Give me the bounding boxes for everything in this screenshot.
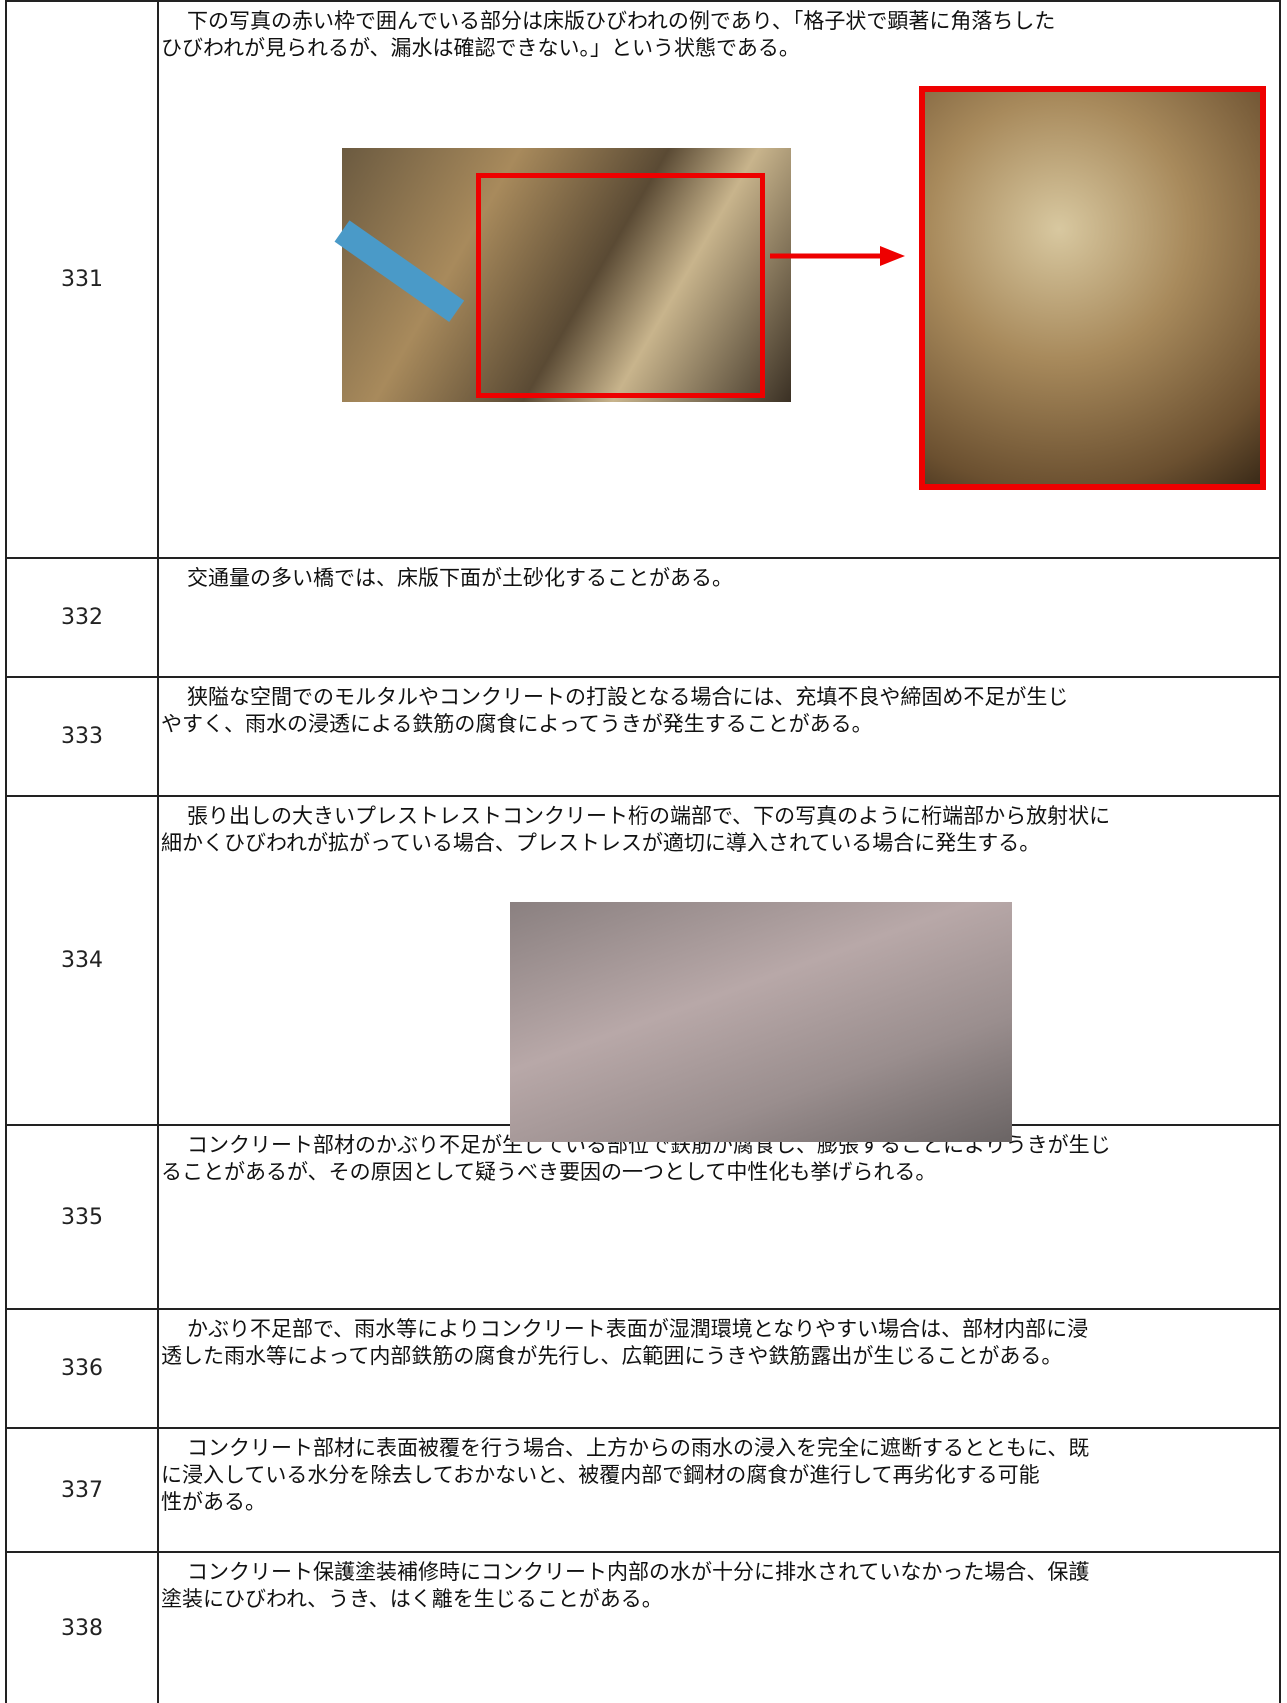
question-text: 交通量の多い橋では、床版下面が土砂化することがある。 <box>161 565 1275 592</box>
question-number: 338 <box>7 1553 159 1703</box>
text-line: 張り出しの大きいプレストレストコンクリート桁の端部で、下の写真のように桁端部から… <box>187 804 1111 828</box>
question-number: 332 <box>7 559 159 676</box>
text-line: やすく、雨水の浸透による鉄筋の腐食によってうきが発生することがある。 <box>161 712 873 736</box>
arrow <box>770 246 905 266</box>
question-text: 張り出しの大きいプレストレストコンクリート桁の端部で、下の写真のように桁端部から… <box>161 803 1275 857</box>
photo-zoomed <box>919 86 1266 490</box>
question-number: 334 <box>7 797 159 1124</box>
table-row: 331 下の写真の赤い枠で囲んでいる部分は床版ひびわれの例であり、「格子状で顕著に… <box>5 0 1281 557</box>
text-line: 下の写真の赤い枠で囲んでいる部分は床版ひびわれの例であり、「格子状で顕著に角落ち… <box>187 9 1056 33</box>
text-line: 狭隘な空間でのモルタルやコンクリートの打設となる場合には、充填不良や締固め不足が… <box>187 685 1069 709</box>
question-number: 331 <box>7 2 159 557</box>
table-row: 332 交通量の多い橋では、床版下面が土砂化することがある。 <box>5 557 1281 676</box>
table-row: 338 コンクリート保護塗装補修時にコンクリート内部の水が十分に排水されていなかっ… <box>5 1551 1281 1703</box>
question-number: 335 <box>7 1126 159 1308</box>
question-text: 下の写真の赤い枠で囲んでいる部分は床版ひびわれの例であり、「格子状で顕著に角落ち… <box>161 8 1275 62</box>
table-row: 333 狭隘な空間でのモルタルやコンクリートの打設となる場合には、充填不良や締固め… <box>5 676 1281 795</box>
text-line: 塗装にひびわれ、うき、はく離を生じることがある。 <box>161 1587 663 1611</box>
question-number: 337 <box>7 1429 159 1551</box>
text-line: 性がある。 <box>161 1490 266 1514</box>
text-line: コンクリート保護塗装補修時にコンクリート内部の水が十分に排水されていなかった場合… <box>187 1560 1090 1584</box>
text-line: かぶり不足部で、雨水等によりコンクリート表面が湿潤環境となりやすい場合は、部材内… <box>187 1317 1089 1341</box>
question-number: 336 <box>7 1310 159 1427</box>
table-row: 335 コンクリート部材のかぶり不足が生じている部位で鉄筋が腐食し、膨張することに… <box>5 1124 1281 1308</box>
text-line: ることがあるが、その原因として疑うべき要因の一つとして中性化も挙げられる。 <box>161 1160 937 1184</box>
text-line: コンクリート部材に表面被覆を行う場合、上方からの雨水の浸入を完全に遮断するととも… <box>187 1436 1090 1460</box>
text-line: ひびわれが見られるが、漏水は確認できない。」という状態である。 <box>161 36 800 60</box>
text-line: 細かくひびわれが拡がっている場合、プレストレスが適切に導入されている場合に発生す… <box>161 831 1041 855</box>
red-frame <box>476 173 765 398</box>
question-text: かぶり不足部で、雨水等によりコンクリート表面が湿潤環境となりやすい場合は、部材内… <box>161 1316 1275 1370</box>
photo-pc-girder <box>510 902 1012 1142</box>
text-line: に浸入している水分を除去しておかないと、被覆内部で鋼材の腐食が進行して再劣化する… <box>161 1463 1040 1487</box>
question-text: コンクリート保護塗装補修時にコンクリート内部の水が十分に排水されていなかった場合… <box>161 1559 1275 1613</box>
question-text: コンクリート部材に表面被覆を行う場合、上方からの雨水の浸入を完全に遮断するととも… <box>161 1435 1275 1516</box>
text-line: 透した雨水等によって内部鉄筋の腐食が先行し、広範囲にうきや鉄筋露出が生じることが… <box>161 1344 1063 1368</box>
table-row: 337 コンクリート部材に表面被覆を行う場合、上方からの雨水の浸入を完全に遮断する… <box>5 1427 1281 1551</box>
table-row: 336 かぶり不足部で、雨水等によりコンクリート表面が湿潤環境となりやすい場合は、… <box>5 1308 1281 1427</box>
question-number: 333 <box>7 678 159 795</box>
table-row: 334 張り出しの大きいプレストレストコンクリート桁の端部で、下の写真のように桁端… <box>5 795 1281 1124</box>
text-line: 交通量の多い橋では、床版下面が土砂化することがある。 <box>187 566 733 590</box>
question-text: 狭隘な空間でのモルタルやコンクリートの打設となる場合には、充填不良や締固め不足が… <box>161 684 1275 738</box>
